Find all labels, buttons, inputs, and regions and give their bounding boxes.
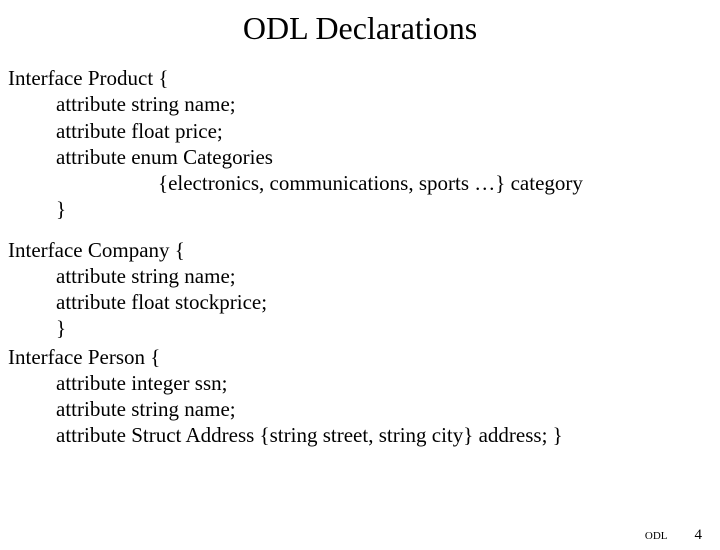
company-close: }	[8, 315, 720, 341]
page-number: 4	[695, 527, 703, 543]
company-attr-stockprice: attribute float stockprice;	[8, 289, 720, 315]
footer-label: ODL	[645, 530, 668, 542]
company-block: Interface Company { attribute string nam…	[8, 237, 720, 342]
company-header: Interface Company {	[8, 237, 720, 263]
product-attr-name: attribute string name;	[8, 91, 720, 117]
company-attr-name: attribute string name;	[8, 263, 720, 289]
product-block: Interface Product { attribute string nam…	[8, 65, 720, 223]
slide-title: ODL Declarations	[0, 10, 720, 47]
product-close: }	[8, 196, 720, 222]
product-attr-category-values: {electronics, communications, sports …} …	[8, 170, 720, 196]
product-attr-price: attribute float price;	[8, 118, 720, 144]
product-header: Interface Product {	[8, 65, 720, 91]
person-attr-ssn: attribute integer ssn;	[8, 370, 720, 396]
person-attr-address: attribute Struct Address {string street,…	[8, 422, 720, 448]
person-attr-name: attribute string name;	[8, 396, 720, 422]
slide-content: Interface Product { attribute string nam…	[0, 65, 720, 449]
slide-footer: ODL 4	[645, 527, 702, 544]
person-header: Interface Person {	[8, 344, 720, 370]
person-block: Interface Person { attribute integer ssn…	[8, 344, 720, 449]
product-attr-category: attribute enum Categories	[8, 144, 720, 170]
